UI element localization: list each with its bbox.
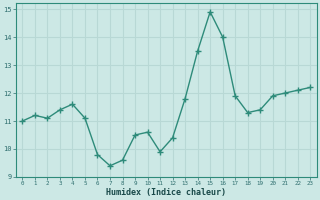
X-axis label: Humidex (Indice chaleur): Humidex (Indice chaleur) [106,188,226,197]
